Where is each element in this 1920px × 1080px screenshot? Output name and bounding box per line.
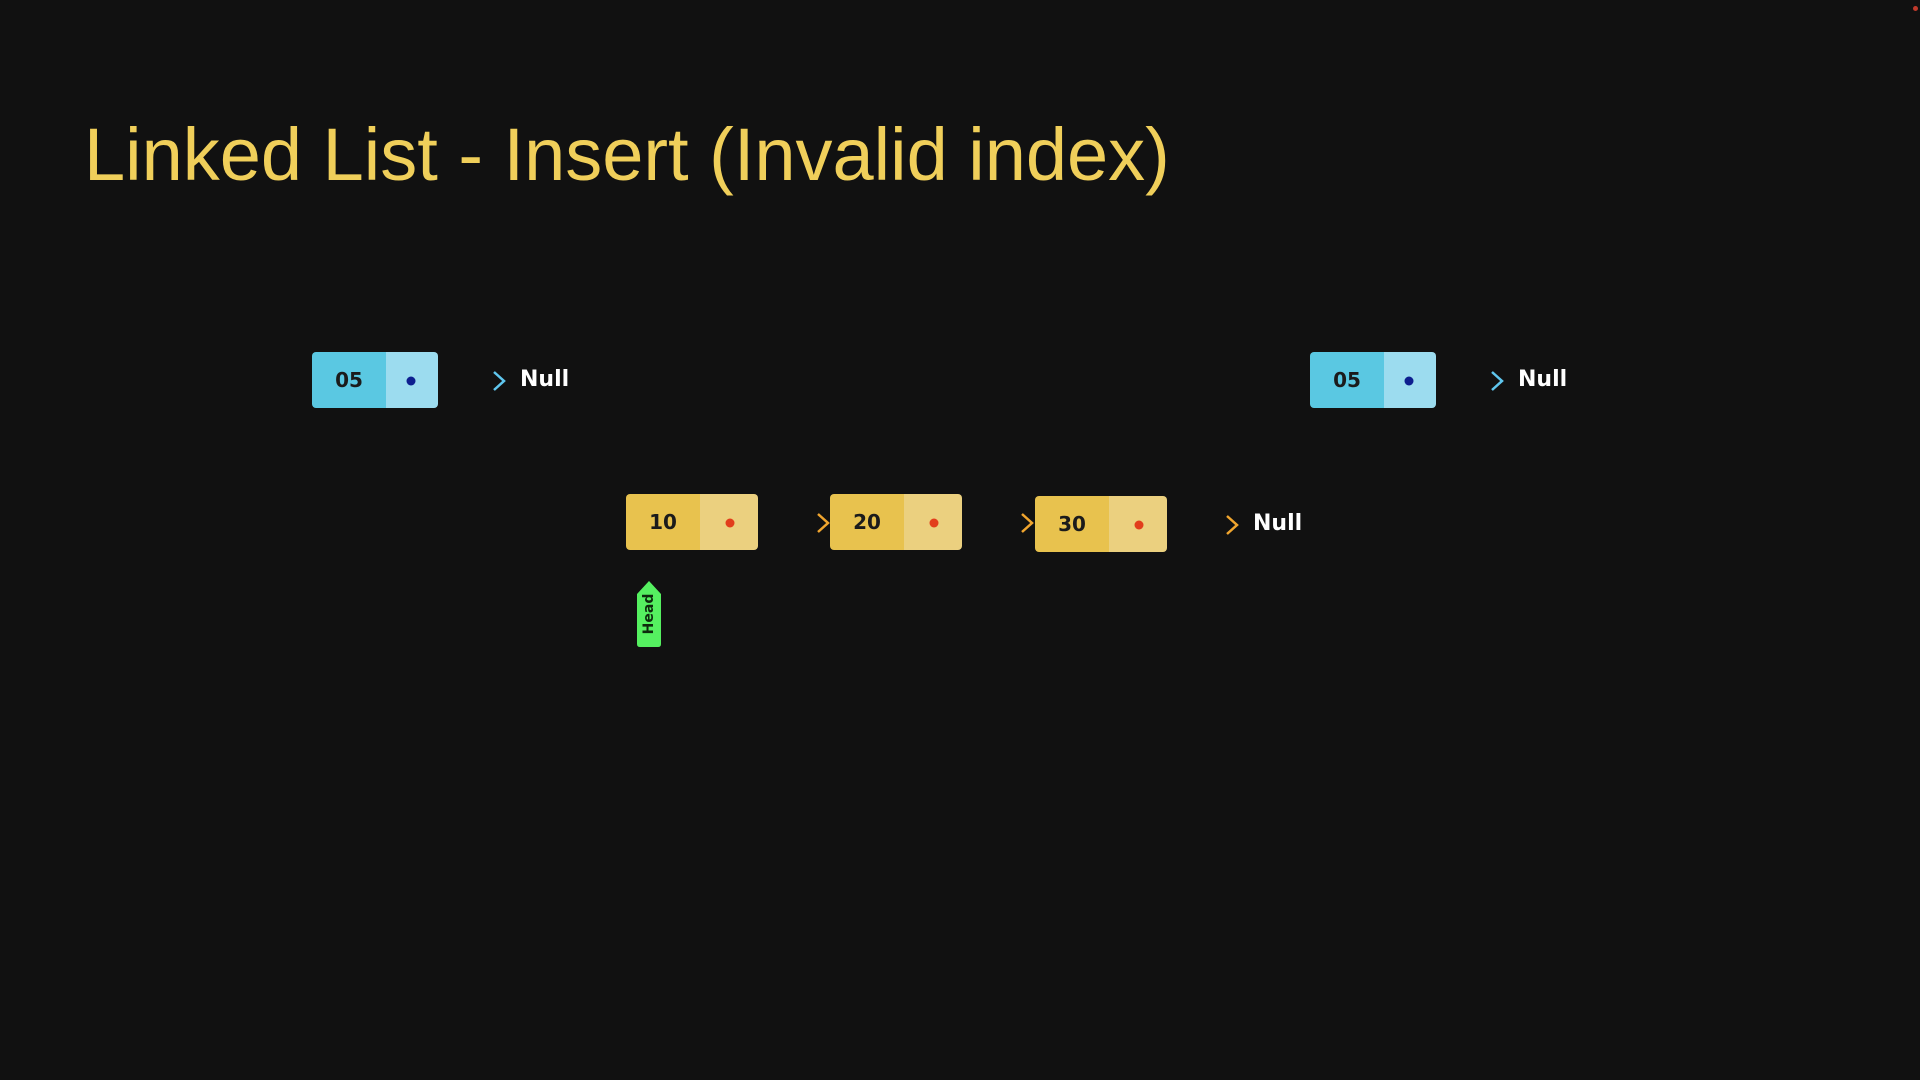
list-node-20: 20 <box>830 494 962 550</box>
slide-title: Linked List - Insert (Invalid index) <box>84 113 1170 196</box>
node-value: 05 <box>1310 352 1384 408</box>
null-label: Null <box>520 367 570 392</box>
head-label: Head <box>641 593 657 635</box>
null-label: Null <box>1518 367 1568 392</box>
corner-dot <box>1913 6 1918 11</box>
head-pointer-tag: Head <box>636 580 662 648</box>
pointer-arrow-icon <box>1134 515 1239 535</box>
node-value: 30 <box>1035 496 1109 552</box>
node-value: 10 <box>626 494 700 550</box>
pointer-arrow-icon <box>406 371 506 391</box>
pointer-arrow-icon <box>1404 371 1504 391</box>
list-node-30: 30 <box>1035 496 1167 552</box>
head-tag-icon <box>637 581 661 647</box>
pointer-arrow-icon <box>725 513 830 533</box>
list-node-10: 10 <box>626 494 758 550</box>
node-value: 05 <box>312 352 386 408</box>
null-label: Null <box>1253 511 1303 536</box>
node-value: 20 <box>830 494 904 550</box>
pointer-arrow-icon <box>929 513 1034 533</box>
